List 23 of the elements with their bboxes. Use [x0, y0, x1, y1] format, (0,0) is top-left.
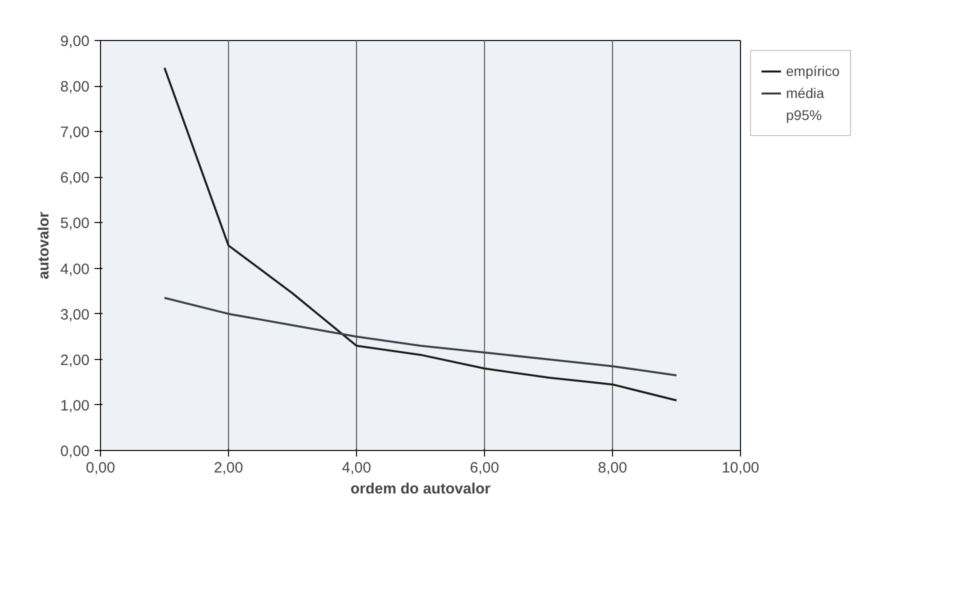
x-tick-label: 0,00: [86, 460, 116, 476]
x-axis-title: ordem do autovalor: [350, 480, 491, 498]
y-tick-label: 7,00: [60, 124, 90, 142]
y-tick-label: 9,00: [60, 33, 90, 50]
x-tick-label: 6,00: [470, 460, 500, 476]
legend-label: empírico: [786, 63, 840, 79]
y-tick-label: 8,00: [60, 78, 90, 96]
y-tick-label: 0,00: [60, 443, 90, 460]
y-axis-title: autovalor: [35, 212, 52, 280]
x-tick-label: 2,00: [214, 460, 244, 476]
y-tick-label: 4,00: [60, 260, 90, 278]
text: p95%: [786, 107, 822, 123]
y-tick-label: 6,00: [60, 170, 90, 187]
y-tick-label: 1,00: [60, 397, 90, 414]
y-tick-label: 3,00: [60, 306, 90, 324]
y-tick-label: 5,00: [60, 215, 90, 232]
x-tick-label: 10,00: [722, 460, 760, 476]
y-tick-label: 2,00: [60, 352, 90, 369]
line-series: [164, 66, 678, 402]
legend-label: média: [786, 85, 824, 101]
x-tick-label: 8,00: [598, 460, 628, 476]
x-tick-label: 4,00: [342, 460, 372, 476]
line-series: [164, 296, 678, 376]
